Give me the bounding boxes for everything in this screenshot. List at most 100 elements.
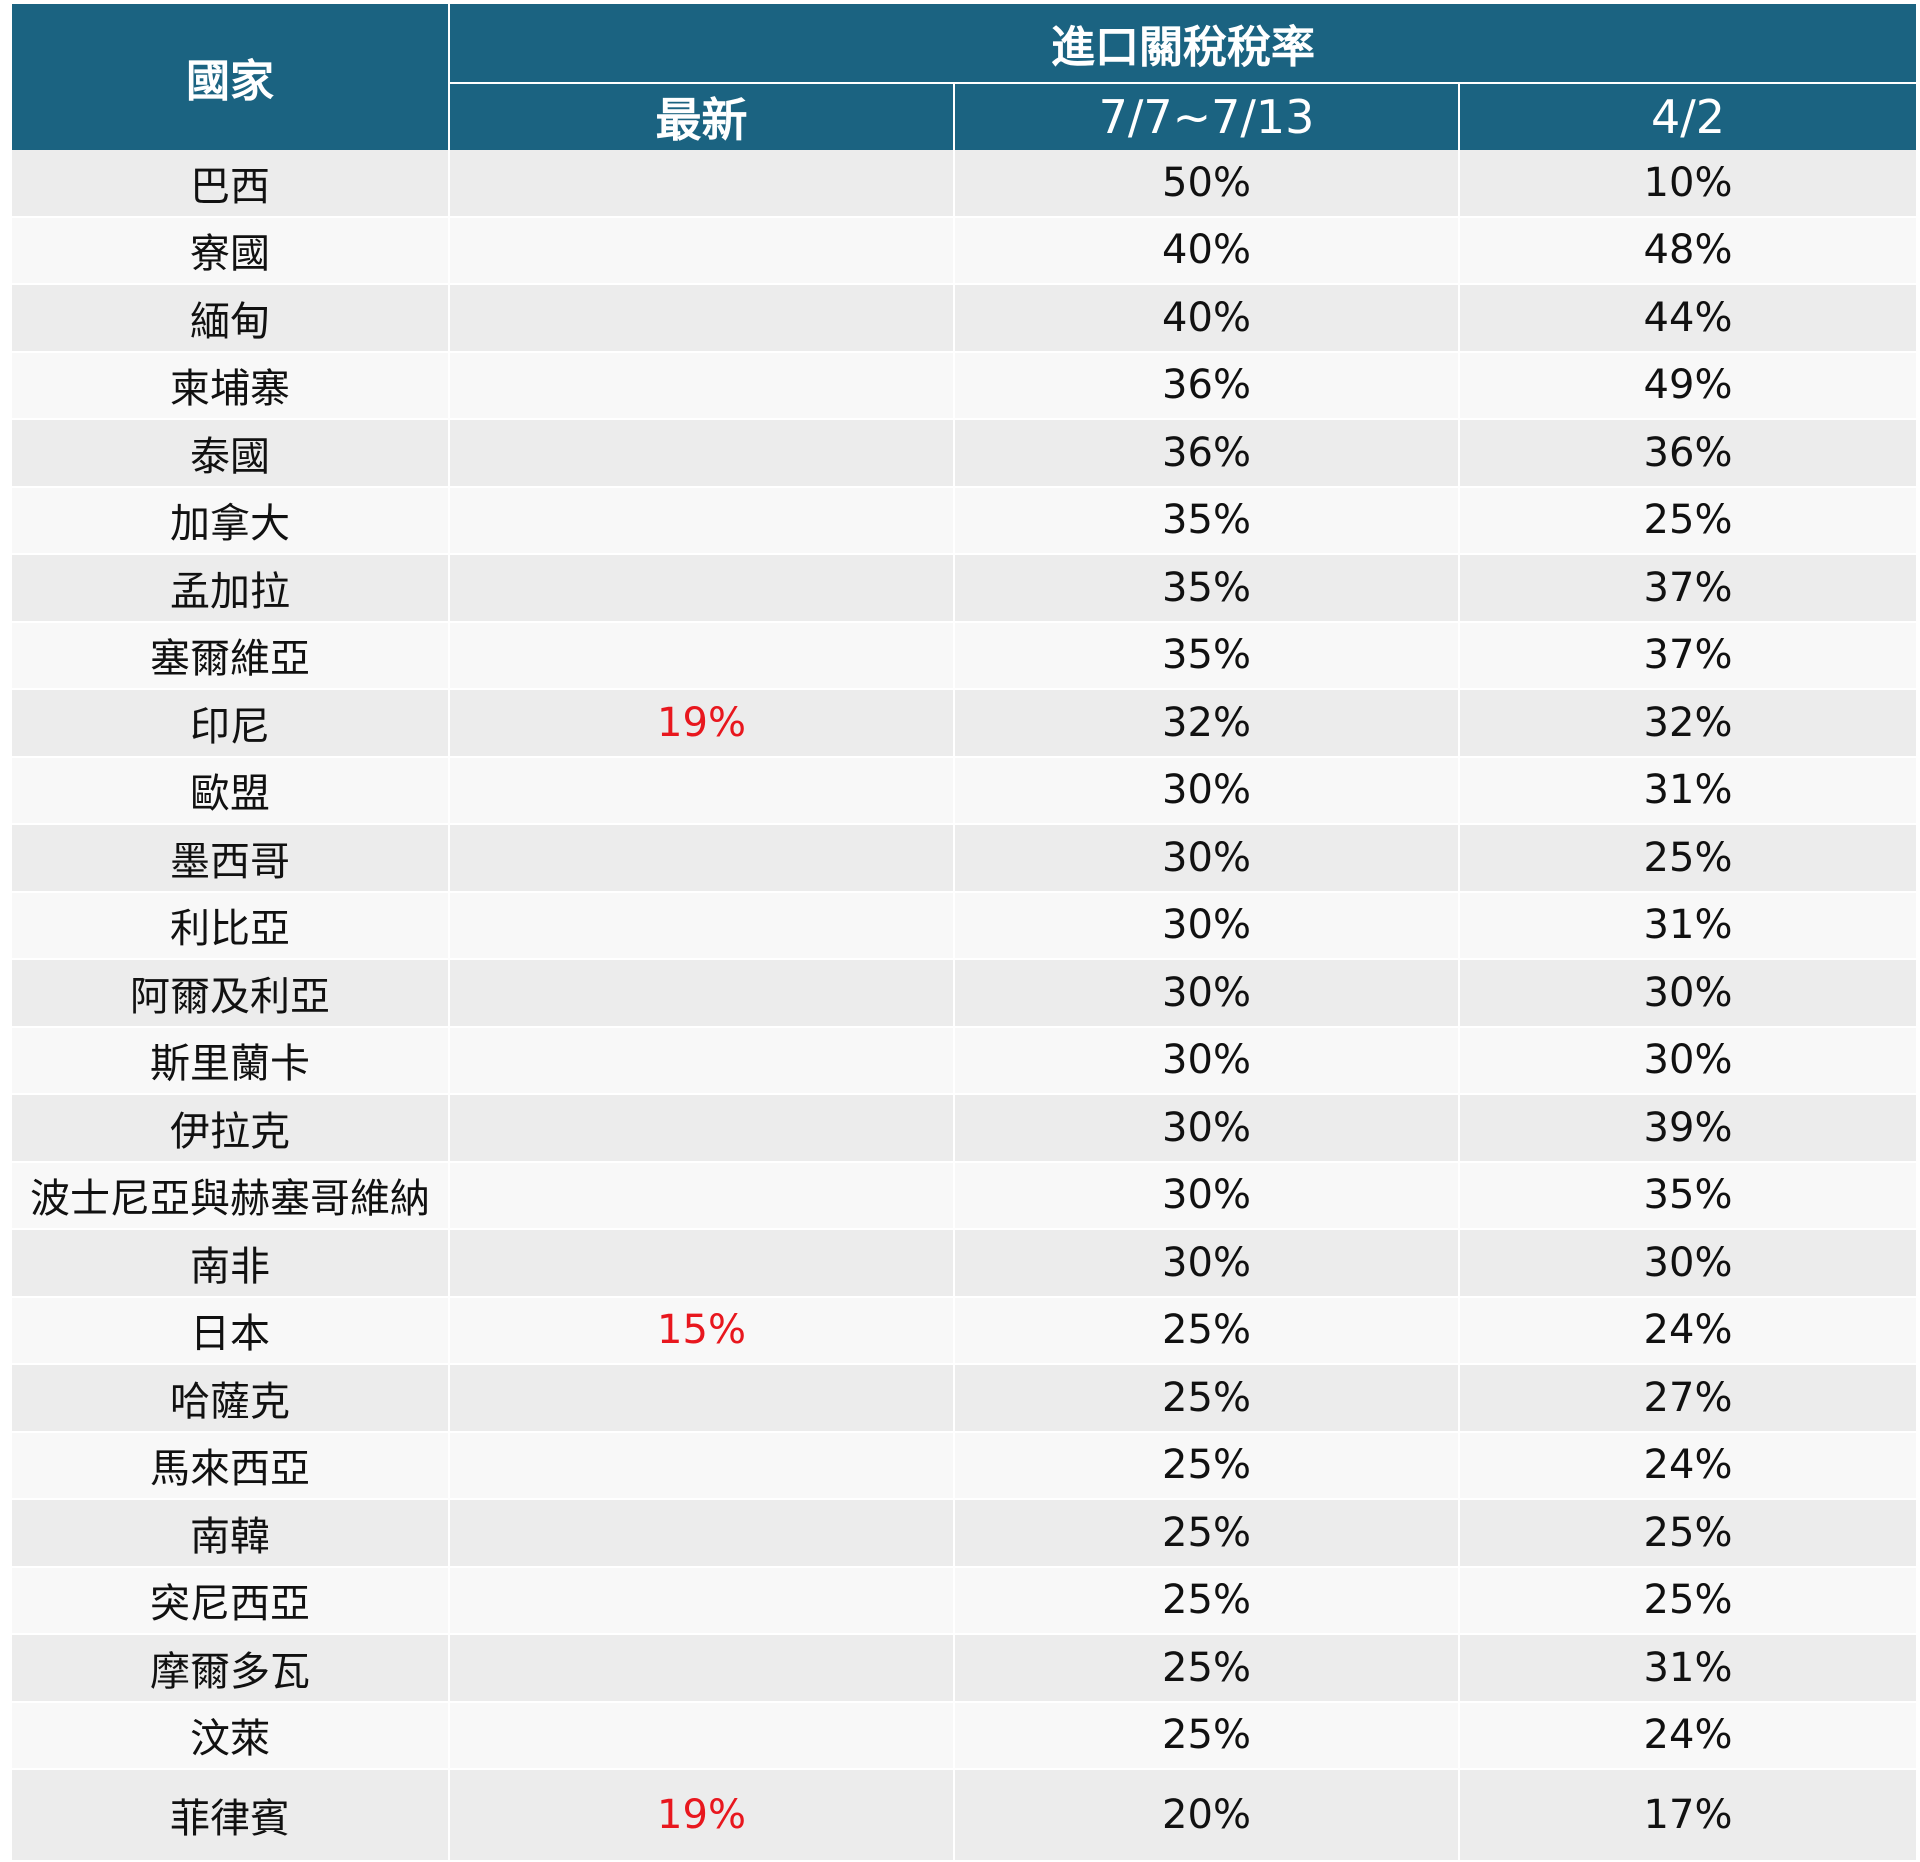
table-row: 孟加拉 35% 37% — [12, 554, 1917, 623]
latest-rate-cell — [448, 1161, 954, 1230]
period-rate-cell: 25% — [953, 1296, 1459, 1365]
apr-rate-cell: 36% — [1457, 419, 1917, 488]
header-latest: 最新 — [449, 83, 954, 150]
country-cell: 柬埔寨 — [12, 351, 449, 420]
period-rate-cell: 35% — [953, 554, 1459, 623]
latest-rate-cell — [448, 486, 954, 555]
apr-rate-cell: 39% — [1457, 1094, 1917, 1163]
apr-rate-cell: 35% — [1457, 1161, 1917, 1230]
period-rate-cell: 30% — [953, 824, 1459, 893]
country-cell: 阿爾及利亞 — [12, 959, 449, 1028]
latest-rate-cell — [448, 284, 954, 353]
latest-rate-cell — [448, 351, 954, 420]
apr-rate-cell: 37% — [1457, 554, 1917, 623]
country-cell: 波士尼亞與赫塞哥維納 — [12, 1161, 449, 1230]
apr-rate-cell: 44% — [1457, 284, 1917, 353]
latest-rate-cell — [448, 1701, 954, 1770]
table-row: 加拿大 35% 25% — [12, 486, 1917, 555]
country-cell: 伊拉克 — [12, 1094, 449, 1163]
apr-rate-cell: 17% — [1457, 1769, 1917, 1862]
country-cell: 塞爾維亞 — [12, 621, 449, 690]
period-rate-cell: 30% — [953, 756, 1459, 825]
country-cell: 墨西哥 — [12, 824, 449, 893]
table-row: 印尼 19% 32% 32% — [12, 689, 1917, 758]
period-rate-cell: 32% — [953, 689, 1459, 758]
header-country: 國家 — [12, 4, 450, 150]
period-rate-cell: 36% — [953, 351, 1459, 420]
latest-rate-cell: 15% — [448, 1296, 954, 1365]
country-cell: 南非 — [12, 1229, 449, 1298]
country-cell: 孟加拉 — [12, 554, 449, 623]
apr-rate-cell: 25% — [1457, 1499, 1917, 1568]
apr-rate-cell: 25% — [1457, 1566, 1917, 1635]
latest-rate-cell — [448, 1634, 954, 1703]
country-cell: 馬來西亞 — [12, 1431, 449, 1500]
latest-rate-cell — [448, 419, 954, 488]
period-rate-cell: 30% — [953, 1026, 1459, 1095]
period-rate-cell: 35% — [953, 621, 1459, 690]
country-cell: 印尼 — [12, 689, 449, 758]
apr-rate-cell: 25% — [1457, 824, 1917, 893]
period-rate-cell: 30% — [953, 1094, 1459, 1163]
apr-rate-cell: 10% — [1457, 150, 1917, 218]
tariff-table: 國家 進口關稅稅率 最新 7/7~7/13 4/2 巴西 50% 10% 寮國 40% 4… — [12, 4, 1917, 1862]
latest-rate-cell — [448, 216, 954, 285]
latest-rate-cell — [448, 1229, 954, 1298]
period-rate-cell: 20% — [953, 1769, 1459, 1862]
country-cell: 哈薩克 — [12, 1364, 449, 1433]
period-rate-cell: 25% — [953, 1431, 1459, 1500]
country-cell: 汶萊 — [12, 1701, 449, 1770]
table-row: 利比亞 30% 31% — [12, 891, 1917, 960]
table-row: 寮國 40% 48% — [12, 216, 1917, 285]
period-rate-cell: 25% — [953, 1634, 1459, 1703]
table-row: 柬埔寨 36% 49% — [12, 351, 1917, 420]
table-row: 泰國 36% 36% — [12, 419, 1917, 488]
table-row: 南韓 25% 25% — [12, 1499, 1917, 1568]
period-rate-cell: 25% — [953, 1701, 1459, 1770]
period-rate-cell: 25% — [953, 1499, 1459, 1568]
apr-rate-cell: 30% — [1457, 959, 1917, 1028]
country-cell: 摩爾多瓦 — [12, 1634, 449, 1703]
apr-rate-cell: 37% — [1457, 621, 1917, 690]
header-period: 7/7~7/13 — [953, 83, 1459, 150]
header-tariff-rate: 進口關稅稅率 — [449, 4, 1917, 84]
latest-rate-cell — [448, 824, 954, 893]
tariff-table-wrapper: 國家 進口關稅稅率 最新 7/7~7/13 4/2 巴西 50% 10% 寮國 40% 4… — [12, 4, 1917, 1862]
latest-rate-cell — [448, 891, 954, 960]
latest-rate-cell — [448, 150, 954, 218]
apr-rate-cell: 30% — [1457, 1229, 1917, 1298]
latest-rate-cell — [448, 1364, 954, 1433]
table-row: 塞爾維亞 35% 37% — [12, 621, 1917, 690]
apr-rate-cell: 25% — [1457, 486, 1917, 555]
table-row: 阿爾及利亞 30% 30% — [12, 959, 1917, 1028]
apr-rate-cell: 24% — [1457, 1296, 1917, 1365]
apr-rate-cell: 31% — [1457, 1634, 1917, 1703]
apr-rate-cell: 24% — [1457, 1701, 1917, 1770]
apr-rate-cell: 24% — [1457, 1431, 1917, 1500]
latest-rate-cell: 19% — [448, 689, 954, 758]
latest-rate-cell — [448, 1566, 954, 1635]
apr-rate-cell: 32% — [1457, 689, 1917, 758]
apr-rate-cell: 30% — [1457, 1026, 1917, 1095]
apr-rate-cell: 48% — [1457, 216, 1917, 285]
latest-rate-cell — [448, 1094, 954, 1163]
table-row: 汶萊 25% 24% — [12, 1701, 1917, 1770]
header-apr: 4/2 — [1457, 83, 1917, 150]
period-rate-cell: 35% — [953, 486, 1459, 555]
latest-rate-cell — [448, 1499, 954, 1568]
table-row: 菲律賓 19% 20% 17% — [12, 1769, 1917, 1862]
table-row: 哈薩克 25% 27% — [12, 1364, 1917, 1433]
country-cell: 日本 — [12, 1296, 449, 1365]
latest-rate-cell — [448, 621, 954, 690]
period-rate-cell: 50% — [953, 150, 1459, 218]
apr-rate-cell: 27% — [1457, 1364, 1917, 1433]
period-rate-cell: 36% — [953, 419, 1459, 488]
table-row: 緬甸 40% 44% — [12, 284, 1917, 353]
apr-rate-cell: 31% — [1457, 756, 1917, 825]
country-cell: 斯里蘭卡 — [12, 1026, 449, 1095]
table-row: 斯里蘭卡 30% 30% — [12, 1026, 1917, 1095]
period-rate-cell: 40% — [953, 284, 1459, 353]
country-cell: 加拿大 — [12, 486, 449, 555]
latest-rate-cell — [448, 959, 954, 1028]
country-cell: 利比亞 — [12, 891, 449, 960]
